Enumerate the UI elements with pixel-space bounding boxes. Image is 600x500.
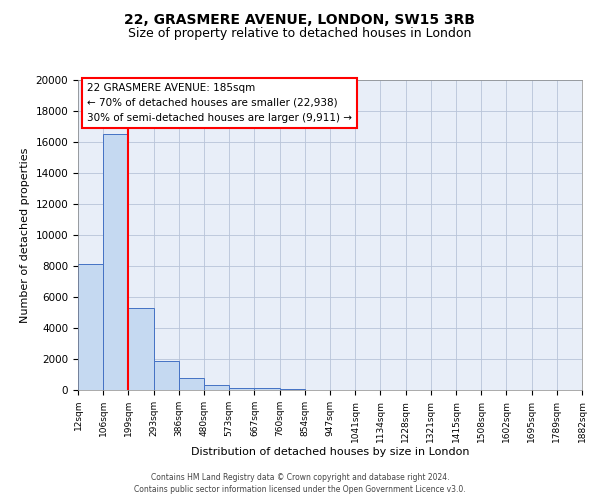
Text: Contains HM Land Registry data © Crown copyright and database right 2024.
Contai: Contains HM Land Registry data © Crown c… [134, 472, 466, 494]
Bar [128, 308, 154, 390]
Bar [179, 378, 204, 390]
Bar [254, 388, 280, 390]
Bar [204, 384, 229, 390]
Bar [229, 388, 254, 390]
X-axis label: Distribution of detached houses by size in London: Distribution of detached houses by size … [191, 448, 469, 458]
Text: Size of property relative to detached houses in London: Size of property relative to detached ho… [128, 28, 472, 40]
Bar [78, 264, 103, 390]
Text: 22 GRASMERE AVENUE: 185sqm
← 70% of detached houses are smaller (22,938)
30% of : 22 GRASMERE AVENUE: 185sqm ← 70% of deta… [87, 83, 352, 122]
Bar [154, 362, 179, 390]
Bar [280, 389, 305, 390]
Bar [103, 134, 128, 390]
Y-axis label: Number of detached properties: Number of detached properties [20, 148, 30, 322]
Text: 22, GRASMERE AVENUE, LONDON, SW15 3RB: 22, GRASMERE AVENUE, LONDON, SW15 3RB [125, 12, 476, 26]
